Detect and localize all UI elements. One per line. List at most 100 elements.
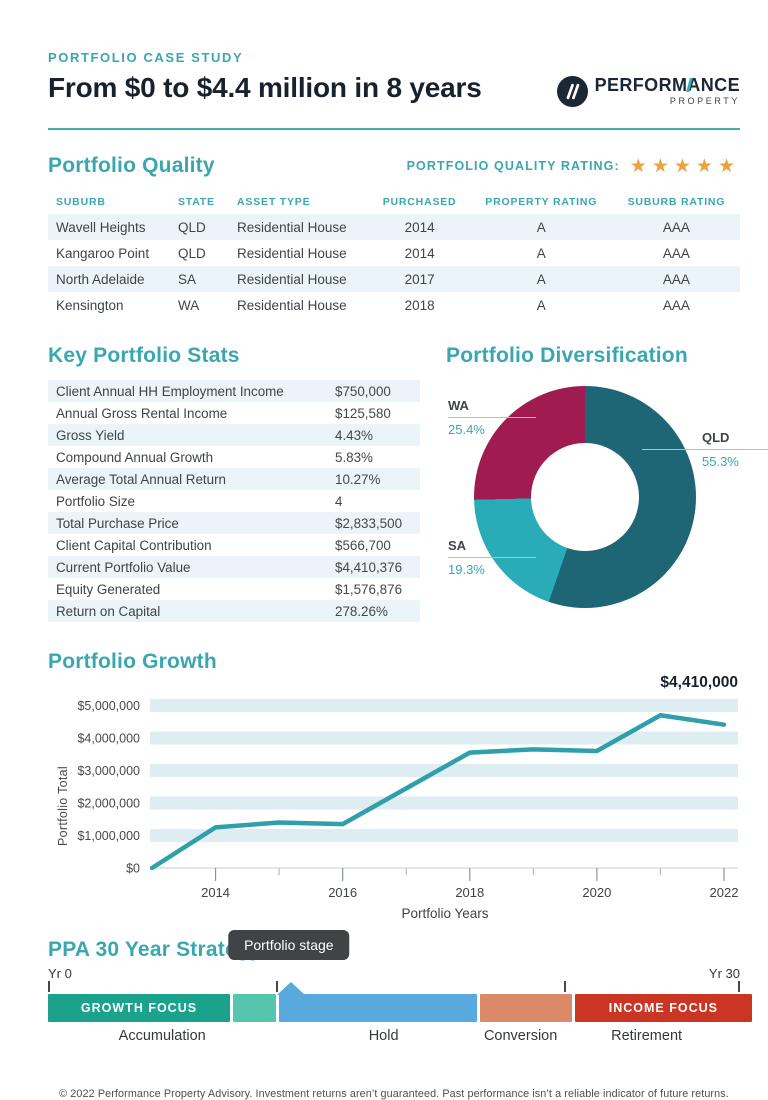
svg-text:2016: 2016	[328, 885, 357, 900]
year-end-label: Yr 30	[708, 966, 740, 981]
strategy-segment: GROWTH FOCUS	[48, 994, 230, 1022]
star-rating-icons: ★★★★★	[630, 155, 740, 178]
brand-name: PERFORMANCE	[594, 75, 740, 95]
table-cell: AAA	[662, 297, 690, 313]
callout-sa: SA 19.3%	[448, 538, 536, 577]
key-stats-section: Key Portfolio Stats Client Annual HH Emp…	[48, 344, 420, 628]
stat-value: $750,000	[335, 383, 391, 399]
growth-chart-area: $4,410,000 Portfolio Total $0 $1,000,000 $…	[48, 674, 740, 922]
stat-row: Compound Annual Growth 5.83%	[48, 446, 420, 468]
donut-chart	[474, 386, 696, 608]
rating-label: PORTFOLIO QUALITY RATING:	[406, 159, 620, 173]
table-cell: WA	[177, 297, 200, 313]
timeline-tick	[275, 981, 278, 992]
stat-value: $125,580	[335, 405, 391, 421]
leader-line	[448, 557, 536, 558]
table-row: Kangaroo Point QLD Residential House 2014 A A…	[48, 240, 740, 266]
svg-text:$3,000,000: $3,000,000	[77, 764, 140, 778]
strategy-section: PPA 30 Year Strategy Portfolio stage Yr …	[48, 930, 752, 1062]
table-cell: 2014	[404, 219, 435, 235]
svg-text:2020: 2020	[582, 885, 611, 900]
stat-label: Client Annual HH Employment Income	[56, 383, 284, 399]
table-cell: 2017	[404, 271, 435, 287]
header-divider	[48, 128, 740, 130]
table-cell: Residential House	[237, 271, 347, 287]
page-title: From $0 to $4.4 million in 8 years	[48, 72, 482, 103]
brand-logo: PERFORMANCE PROPERTY	[556, 75, 740, 112]
svg-text:$2,000,000: $2,000,000	[77, 797, 140, 811]
table-cell: Kensington	[56, 297, 124, 313]
stats-and-diversification: Key Portfolio Stats Client Annual HH Emp…	[48, 344, 768, 628]
star-icon: ★	[629, 155, 652, 177]
stat-row: Total Purchase Price $2,833,500	[48, 512, 420, 534]
diversification-chart: WA 25.4% QLD 55.3% SA 19.3%	[446, 376, 768, 628]
header-cell: SUBURB	[56, 196, 106, 208]
stat-value: $1,576,876	[335, 581, 403, 597]
table-cell: AAA	[662, 219, 690, 235]
header-cell: STATE	[177, 196, 215, 208]
diversification-section: Portfolio Diversification WA 25.4% QLD 5…	[420, 344, 768, 628]
table-cell: SA	[177, 271, 196, 287]
brand-subtitle: PROPERTY	[669, 96, 740, 106]
stat-label: Current Portfolio Value	[56, 559, 191, 575]
stat-row: Client Capital Contribution $566,700	[48, 534, 420, 556]
star-icon: ★	[651, 155, 674, 177]
final-value-annotation: $4,410,000	[660, 674, 738, 691]
stat-label: Total Purchase Price	[56, 515, 179, 531]
stage-sublabel: Accumulation	[118, 1028, 206, 1044]
stat-label: Annual Gross Rental Income	[56, 405, 228, 421]
stat-value: 4.43%	[335, 427, 373, 443]
leader-line	[642, 449, 768, 450]
portfolio-quality-heading: Portfolio Quality	[48, 154, 215, 177]
eyebrow: PORTFOLIO CASE STUDY	[48, 50, 244, 65]
stat-row: Current Portfolio Value $4,410,376	[48, 556, 420, 578]
table-cell: A	[536, 219, 546, 235]
table-cell: Residential House	[237, 245, 347, 261]
table-cell: Wavell Heights	[56, 219, 146, 235]
stat-label: Client Capital Contribution	[56, 537, 212, 553]
svg-text:$4,000,000: $4,000,000	[77, 732, 140, 746]
portfolio-growth-heading: Portfolio Growth	[48, 650, 217, 673]
stat-row: Average Total Annual Return 10.27%	[48, 468, 420, 490]
table-row: North Adelaide SA Residential House 2017 A AA…	[48, 266, 740, 292]
stage-sublabel: Retirement	[611, 1028, 683, 1044]
strategy-segment	[278, 994, 477, 1022]
svg-text:Portfolio Years: Portfolio Years	[401, 906, 488, 921]
table-header-row: SUBURB STATE ASSET TYPE PURCHASED PROPERTY R…	[48, 190, 740, 214]
svg-text:$0: $0	[126, 862, 140, 876]
stage-sublabel: Conversion	[483, 1028, 558, 1044]
stat-label: Portfolio Size	[56, 493, 135, 509]
stat-label: Average Total Annual Return	[56, 471, 226, 487]
portfolio-quality-section: Portfolio Quality PORTFOLIO QUALITY RATI…	[48, 154, 740, 318]
stat-value: $4,410,376	[335, 559, 403, 575]
table-cell: QLD	[177, 219, 206, 235]
star-icon: ★	[695, 155, 718, 177]
segment-label: GROWTH FOCUS	[80, 1001, 198, 1015]
header-cell: ASSET TYPE	[237, 196, 311, 208]
stat-value: $2,833,500	[335, 515, 403, 531]
portfolio-quality-table: SUBURB STATE ASSET TYPE PURCHASED PROPERTY R…	[48, 190, 740, 318]
stat-row: Equity Generated $1,576,876	[48, 578, 420, 600]
svg-text:$5,000,000: $5,000,000	[77, 699, 140, 713]
stat-row: Portfolio Size 4	[48, 490, 420, 512]
table-cell: A	[536, 271, 546, 287]
header-cell: PURCHASED	[382, 196, 457, 208]
stat-label: Equity Generated	[56, 581, 161, 597]
stat-row: Return on Capital 278.26%	[48, 600, 420, 622]
stage-sublabel: Hold	[368, 1028, 399, 1044]
strategy-bar: GROWTH FOCUS INCOME FOCUS	[48, 994, 752, 1022]
diversification-heading: Portfolio Diversification	[446, 344, 688, 367]
stat-value: 10.27%	[335, 471, 381, 487]
table-cell: A	[536, 297, 546, 313]
table-cell: Residential House	[237, 297, 347, 313]
table-row: Wavell Heights QLD Residential House 2014 A A…	[48, 214, 740, 240]
segment-label: INCOME FOCUS	[608, 1001, 718, 1015]
key-stats-list: Client Annual HH Employment Income $750,0…	[48, 380, 420, 622]
star-icon: ★	[717, 155, 740, 177]
table-cell: 2018	[404, 297, 435, 313]
stage-arrow-icon	[277, 982, 306, 995]
callout-wa: WA 25.4%	[448, 398, 536, 437]
y-axis-label: Portfolio Total	[56, 765, 70, 846]
year-start-label: Yr 0	[48, 966, 72, 981]
strategy-heading: PPA 30 Year Strategy	[48, 938, 262, 961]
